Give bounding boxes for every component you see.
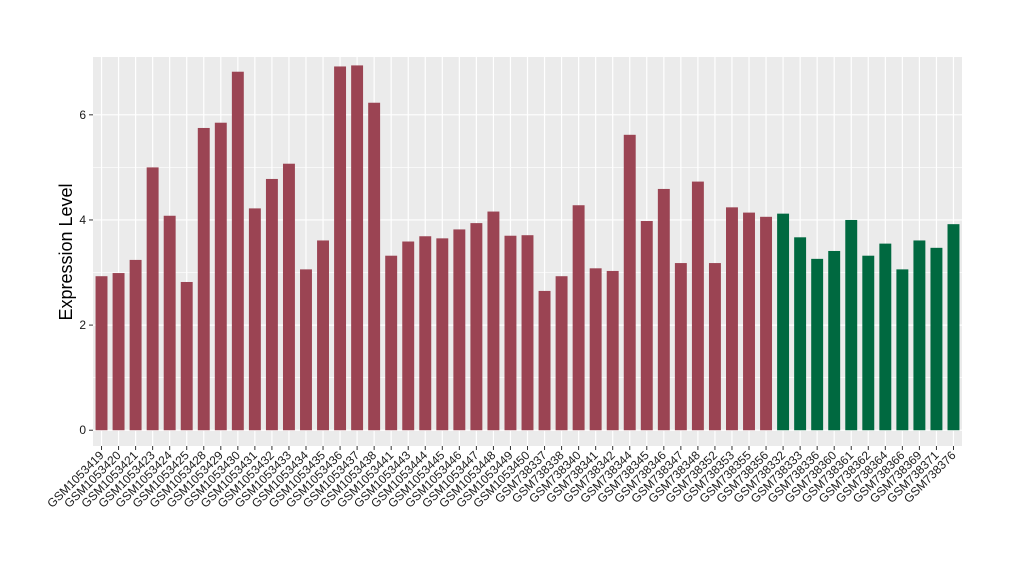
bar-gsm738344 [623, 134, 636, 431]
y-axis-label: Expression Level [56, 183, 76, 320]
y-tick-label: 4 [79, 213, 86, 227]
bar-gsm1053444 [419, 236, 432, 431]
bar-gsm1053419 [95, 276, 108, 431]
bar-gsm1053428 [197, 127, 210, 431]
bar-gsm1053450 [521, 235, 534, 431]
bar-gsm738360 [828, 250, 841, 431]
bar-gsm1053431 [248, 208, 261, 431]
bar-gsm1053438 [368, 102, 381, 431]
bar-gsm738366 [896, 269, 909, 431]
y-tick-label: 0 [79, 423, 86, 437]
bar-gsm1053430 [231, 71, 244, 431]
bar-gsm1053420 [112, 273, 125, 431]
bar-gsm738352 [708, 263, 721, 431]
bar-gsm1053434 [300, 269, 312, 431]
bar-gsm738338 [555, 276, 568, 431]
bar-gsm1053443 [402, 241, 415, 431]
bar-gsm1053437 [351, 65, 364, 431]
bar-gsm738369 [913, 240, 926, 431]
bar-gsm738336 [811, 258, 824, 431]
bar-gsm738347 [674, 263, 687, 431]
bar-gsm1053447 [470, 223, 483, 431]
bars [95, 65, 960, 431]
bar-gsm1053433 [282, 163, 295, 431]
bar-gsm738337 [538, 290, 551, 431]
bar-gsm1053448 [487, 211, 500, 431]
bar-gsm1053441 [385, 255, 398, 431]
bar-gsm1053425 [180, 281, 193, 431]
bar-gsm738355 [743, 212, 755, 431]
bar-gsm738356 [760, 216, 773, 431]
bar-gsm738364 [879, 243, 892, 431]
y-axis: 0 2 4 6 [79, 108, 93, 437]
bar-gsm738376 [947, 224, 960, 431]
bar-gsm738340 [572, 205, 585, 431]
bar-gsm1053446 [453, 229, 466, 431]
bar-gsm738346 [657, 188, 670, 431]
bar-gsm1053424 [163, 215, 176, 431]
bar-gsm1053423 [146, 167, 159, 431]
bar-gsm738348 [691, 181, 704, 431]
bar-gsm738332 [777, 213, 790, 431]
bar-gsm738361 [845, 219, 858, 431]
bar-gsm738353 [726, 207, 738, 431]
bar-gsm1053436 [334, 66, 347, 431]
y-tick-label: 2 [79, 318, 86, 332]
bar-gsm1053445 [436, 238, 449, 431]
bar-gsm738333 [794, 237, 807, 431]
bar-gsm1053421 [129, 259, 142, 431]
bar-gsm738341 [589, 268, 602, 431]
bar-gsm1053449 [504, 235, 517, 431]
bar-gsm738342 [606, 270, 619, 431]
bar-gsm738362 [862, 255, 875, 431]
bar-gsm1053429 [214, 122, 227, 431]
bar-gsm738371 [930, 247, 943, 431]
bar-gsm738345 [640, 221, 653, 431]
x-axis: GSM1053419GSM1053420GSM1053421GSM1053423… [44, 446, 959, 510]
bar-gsm1053432 [265, 178, 278, 431]
y-tick-label: 6 [79, 108, 86, 122]
bar-gsm1053435 [317, 240, 329, 431]
